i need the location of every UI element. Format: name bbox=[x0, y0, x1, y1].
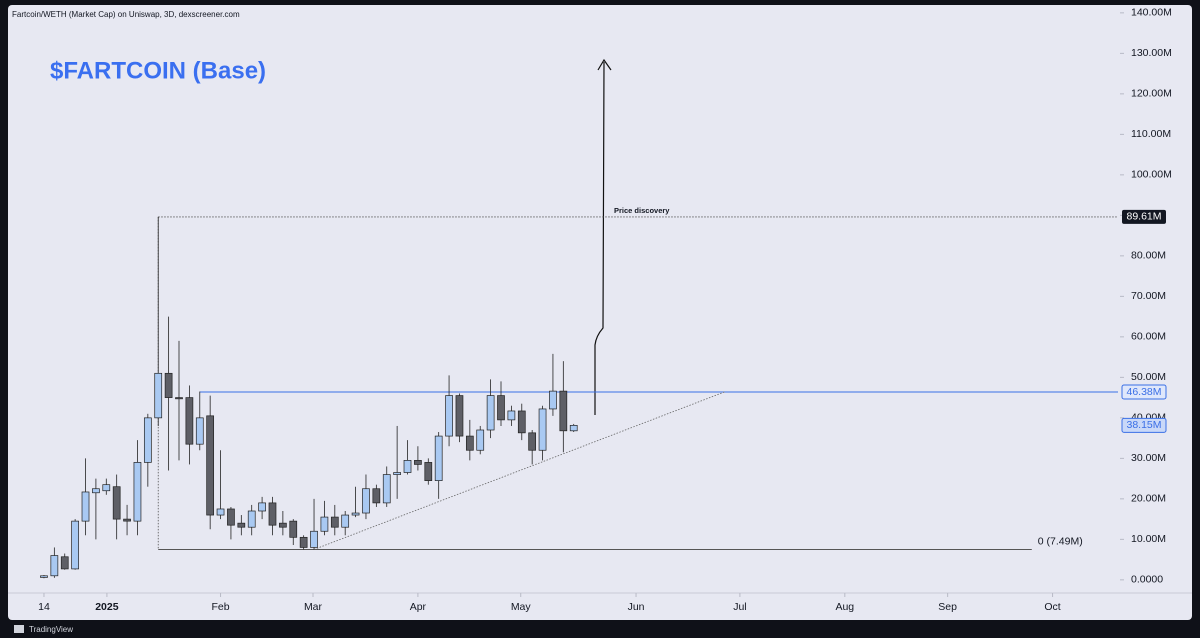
annotation: Price discovery bbox=[614, 206, 670, 215]
candle-body bbox=[517, 410, 526, 434]
x-tick-label: Apr bbox=[410, 601, 427, 613]
x-tick-label: Sep bbox=[938, 601, 957, 613]
candle-body bbox=[50, 555, 59, 577]
y-tick-label: 110.00M bbox=[1131, 128, 1171, 140]
candle-body bbox=[310, 530, 318, 548]
x-tick-label: May bbox=[511, 601, 532, 613]
logo bbox=[14, 625, 24, 633]
x-tick-label: Jul bbox=[733, 601, 746, 613]
y-tick-label: 50.00M bbox=[1131, 371, 1166, 383]
candle-body bbox=[154, 372, 163, 419]
y-tick-label: 100.00M bbox=[1131, 169, 1172, 181]
candle-body bbox=[112, 486, 121, 520]
candle-body bbox=[60, 556, 69, 570]
candle-body bbox=[507, 410, 516, 421]
y-tick-label: 140.00M bbox=[1131, 7, 1172, 19]
y-tick-label: 60.00M bbox=[1131, 331, 1166, 343]
x-tick-label: Mar bbox=[304, 601, 323, 613]
candle-body bbox=[216, 508, 225, 516]
y-tick-label: 20.00M bbox=[1131, 493, 1166, 505]
candle-body bbox=[486, 395, 495, 431]
y-tick-label: 10.00M bbox=[1131, 533, 1166, 545]
candle-body bbox=[258, 502, 266, 512]
candle-body bbox=[528, 432, 537, 451]
chart-header: Fartcoin/WETH (Market Cap) on Uniswap, 3… bbox=[12, 10, 240, 19]
footer: TradingView bbox=[29, 625, 73, 634]
last-price-label: 38.15M bbox=[1126, 419, 1161, 431]
level-badge bbox=[1122, 209, 1166, 224]
y-tick-label: 120.00M bbox=[1131, 88, 1172, 100]
arrow-head bbox=[597, 58, 612, 71]
candle-body bbox=[133, 462, 142, 522]
candle-body bbox=[206, 415, 215, 516]
candle-body bbox=[330, 516, 339, 528]
candle-body bbox=[424, 462, 433, 481]
candle-body bbox=[143, 417, 152, 463]
level-label: 0 (7.49M) bbox=[1038, 535, 1083, 547]
candle-body bbox=[279, 522, 287, 528]
candle-body bbox=[92, 488, 100, 494]
candle-body bbox=[434, 435, 443, 481]
candle-body bbox=[362, 488, 370, 514]
candle-body bbox=[403, 460, 412, 473]
candle-body bbox=[445, 395, 453, 437]
chart-title: $FARTCOIN (Base) bbox=[50, 57, 266, 84]
x-tick-label: Jun bbox=[628, 601, 645, 613]
y-tick-label: 80.00M bbox=[1131, 250, 1166, 262]
candle-body bbox=[569, 424, 578, 432]
candle-body bbox=[414, 460, 422, 465]
candle-body bbox=[247, 510, 256, 528]
candle-body bbox=[81, 491, 90, 522]
chart-panel bbox=[8, 5, 1192, 620]
y-tick-label: 0.0000 bbox=[1131, 574, 1163, 586]
candle-body bbox=[237, 522, 246, 528]
x-tick-label: 14 bbox=[38, 601, 50, 613]
candle-body bbox=[465, 435, 474, 451]
candle-body bbox=[476, 429, 485, 451]
candle-body bbox=[497, 395, 505, 421]
x-tick-label: Feb bbox=[212, 601, 230, 613]
candle-body bbox=[289, 520, 298, 538]
candle-body bbox=[40, 575, 48, 578]
candle-body bbox=[549, 390, 557, 410]
y-tick-label: 70.00M bbox=[1131, 290, 1166, 302]
candle-body bbox=[102, 484, 111, 492]
candle-body bbox=[559, 390, 568, 432]
candle-body bbox=[185, 397, 194, 445]
candle-body bbox=[372, 488, 381, 504]
y-tick-label: 130.00M bbox=[1131, 47, 1172, 59]
candle-body bbox=[71, 520, 79, 570]
candle-body bbox=[351, 512, 360, 516]
candle-body bbox=[164, 372, 173, 398]
candle-body bbox=[341, 514, 350, 528]
candle-body bbox=[175, 397, 183, 400]
level-label: 89.61M bbox=[1126, 211, 1161, 223]
candle-body bbox=[455, 395, 464, 437]
last-price-badge bbox=[1121, 417, 1167, 433]
arrow bbox=[594, 61, 605, 415]
candle-body bbox=[393, 472, 401, 475]
candle-body bbox=[195, 417, 204, 445]
candle-body bbox=[268, 502, 277, 526]
x-tick-label: Oct bbox=[1044, 601, 1060, 613]
x-tick-label: Aug bbox=[835, 601, 854, 613]
level-label: 46.38M bbox=[1126, 386, 1161, 398]
level-badge bbox=[1121, 384, 1167, 400]
candle-body bbox=[538, 408, 547, 451]
candle-body bbox=[227, 508, 235, 526]
x-tick-label: 2025 bbox=[95, 601, 119, 613]
y-tick-label: 30.00M bbox=[1131, 452, 1166, 464]
candle-body bbox=[123, 518, 131, 522]
trendline bbox=[313, 391, 725, 550]
candle-body bbox=[320, 516, 329, 532]
candle-body bbox=[382, 474, 391, 504]
candle-body bbox=[299, 536, 308, 548]
